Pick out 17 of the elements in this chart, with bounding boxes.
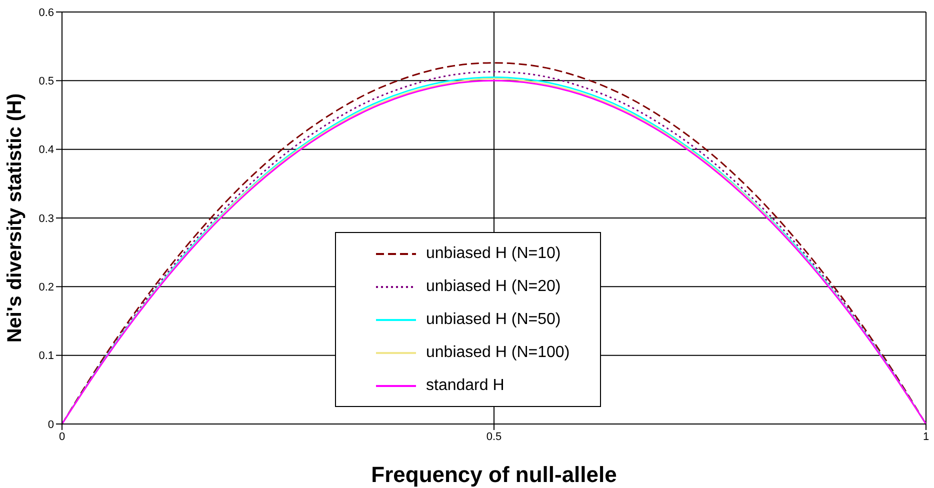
legend-label: unbiased H (N=10) bbox=[426, 244, 561, 262]
x-tick-label: 0.5 bbox=[486, 430, 502, 443]
x-tick-label: 0 bbox=[58, 430, 66, 443]
y-tick-label: 0.1 bbox=[38, 350, 54, 362]
legend-label: unbiased H (N=100) bbox=[426, 344, 570, 362]
y-tick-label: 0.3 bbox=[38, 212, 54, 225]
y-tick-label: 0.6 bbox=[38, 6, 54, 19]
y-tick-label: 0.4 bbox=[38, 144, 54, 156]
y-tick-label: 0.2 bbox=[38, 282, 54, 294]
x-axis-title: Frequency of null-allele bbox=[371, 462, 617, 487]
y-axis-title: Nei's diversity statistic (H) bbox=[4, 93, 26, 343]
x-tick-label: 1 bbox=[922, 430, 930, 443]
y-tick-label: 0 bbox=[48, 418, 54, 431]
legend-label: unbiased H (N=20) bbox=[426, 278, 561, 296]
legend-label: standard H bbox=[426, 376, 504, 394]
y-tick-label: 0.5 bbox=[38, 76, 54, 88]
legend-label: unbiased H (N=50) bbox=[426, 310, 561, 328]
